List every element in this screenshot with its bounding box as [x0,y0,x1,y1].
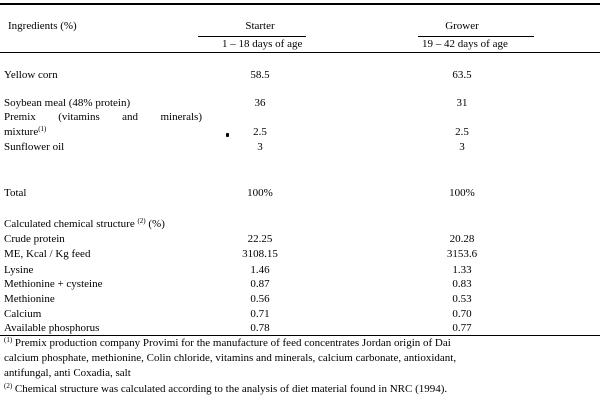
chem-row-starter: 0.78 [250,322,270,334]
chemical-heading-text: Calculated chemical structure [4,218,135,230]
chem-row-starter: 1.46 [250,264,270,276]
chemical-heading: Calculated chemical structure (2) (%) [4,217,165,230]
chem-row-label: Available phosphorus [4,322,100,334]
chem-row-label: ME, Kcal / Kg feed [4,248,91,260]
starter-days: 1 – 18 days of age [222,38,303,50]
grower-header: Grower [445,20,479,32]
chem-row-label: Crude protein [4,233,65,245]
premix-word: Premix [4,111,36,123]
top-rule-thick [0,3,600,5]
row-yellow-corn-label: Yellow corn [4,69,58,81]
footnote-1-mark: (1) [4,336,13,344]
row-premix-grower: 2.5 [455,126,469,138]
chem-row-starter: 0.71 [250,308,270,320]
chem-row-grower: 3153.6 [446,248,478,260]
chem-row-starter: 3108.15 [242,248,278,260]
row-yellow-corn-grower: 63.5 [452,69,472,81]
chem-row-label: Methionine + cysteine [4,278,103,290]
header-rule-grower [418,36,534,37]
stray-dot [226,133,229,137]
chem-row-grower: 0.83 [452,278,472,290]
chem-row-grower: 20.28 [449,233,475,245]
footnote-2-mark: (2) [4,382,13,390]
premix-note-mark: (1) [38,125,47,133]
header-rule-bottom [0,52,600,53]
chem-row-starter: 0.87 [250,278,270,290]
row-premix-label-line1: Premix (vitamins and minerals) [4,112,202,123]
footnote-2-text: Chemical structure was calculated accord… [14,383,448,395]
row-yellow-corn-starter: 58.5 [250,69,270,81]
row-total-starter: 100% [247,187,273,199]
premix-minerals-word: minerals) [160,111,202,123]
ingredients-header: Ingredients (%) [8,20,77,32]
chem-row-label: Methionine [4,293,55,305]
starter-header: Starter [245,20,275,32]
row-sunflower-starter: 3 [257,141,263,153]
footnote-1-line3: antifungal, anti Coxadia, salt [4,367,131,379]
row-total-grower: 100% [449,187,475,199]
row-total-label: Total [4,187,27,199]
header-rule-starter [198,36,306,37]
table-bottom-rule [0,335,600,336]
row-premix-starter: 2.5 [253,126,267,138]
chem-row-grower: 0.53 [452,293,472,305]
row-premix-label-line2: mixture(1) [4,125,47,138]
row-soybean-starter: 36 [254,97,266,109]
chem-row-label: Lysine [4,264,34,276]
chem-row-starter: 0.56 [250,293,270,305]
chem-row-grower: 0.77 [452,322,472,334]
chemical-heading-suffix: (%) [148,218,165,230]
chem-row-grower: 1.33 [452,264,472,276]
footnote-1-line2: calcium phosphate, methionine, Colin chl… [4,352,457,364]
premix-mixture-word: mixture [4,126,39,138]
premix-and-word: and [122,111,139,123]
footnote-1-line1: (1) Premix production company Provimi fo… [4,336,451,349]
premix-vitamins-word: (vitamins [58,111,100,123]
row-soybean-label: Soybean meal (48% protein) [4,97,131,109]
row-sunflower-grower: 3 [459,141,465,153]
chem-row-label: Calcium [4,308,42,320]
row-sunflower-label: Sunflower oil [4,141,65,153]
row-soybean-grower: 31 [456,97,468,109]
grower-days: 19 – 42 days of age [422,38,508,50]
chem-row-starter: 22.25 [247,233,273,245]
chem-row-grower: 0.70 [452,308,472,320]
footnote-1-text-a: Premix production company Provimi for th… [14,337,451,349]
chemical-heading-mark: (2) [137,217,146,225]
footnote-2: (2) Chemical structure was calculated ac… [4,382,448,395]
